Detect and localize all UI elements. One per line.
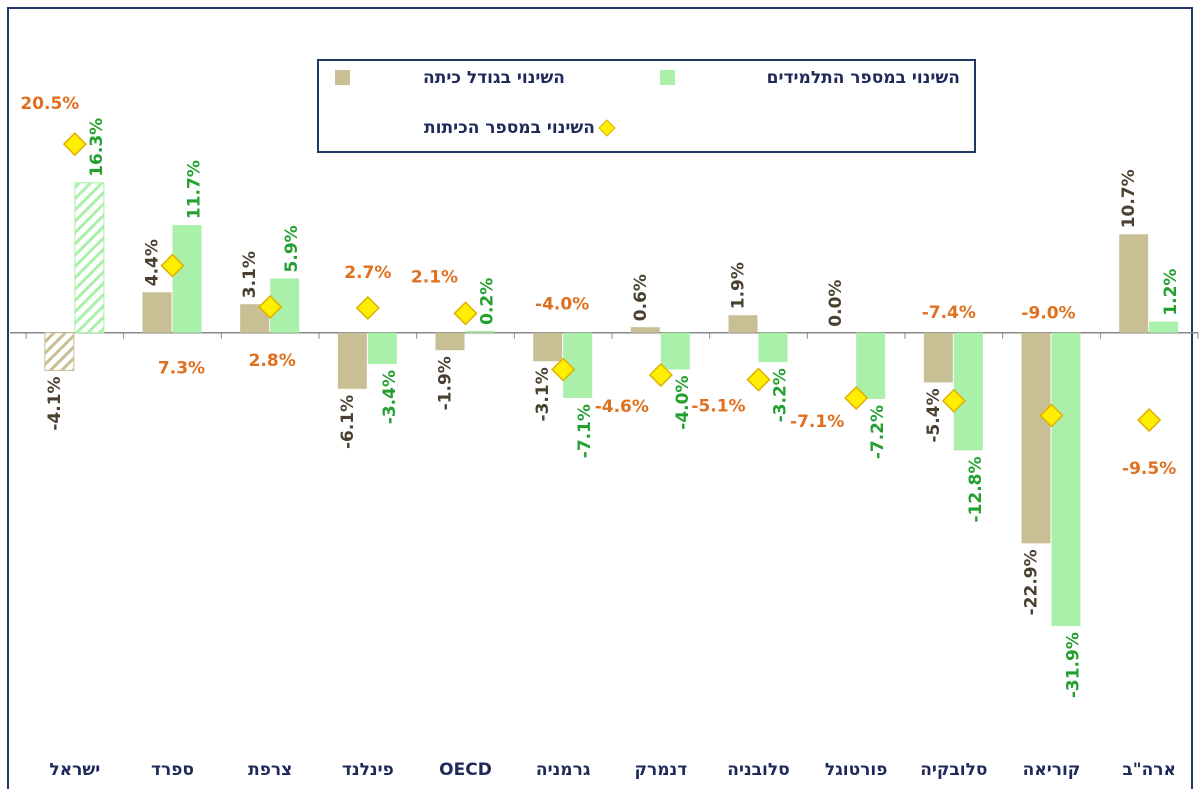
diamond-marker	[355, 295, 380, 320]
legend-label: השינוי במספר הכיתות	[424, 118, 595, 138]
data-label: -9.0%	[1021, 303, 1075, 323]
diamond-marker	[453, 301, 478, 326]
bar	[74, 182, 105, 334]
bar	[923, 332, 953, 383]
diamond-marker	[258, 294, 283, 320]
data-label: 1.2%	[1161, 269, 1181, 316]
data-label: -7.1%	[790, 412, 844, 432]
data-label: -4.6%	[595, 397, 649, 417]
bar	[44, 332, 75, 371]
bar	[1119, 234, 1149, 333]
bar	[435, 332, 465, 351]
diamond-marker	[551, 357, 576, 382]
diamond-marker	[1137, 408, 1162, 433]
x-tick-label: סלובניה	[727, 760, 789, 780]
data-label: -22.9%	[1022, 549, 1042, 615]
data-label: 2.1%	[411, 267, 458, 287]
data-label: -4.0%	[673, 376, 693, 430]
data-label: 0.2%	[478, 278, 498, 325]
legend-label: השינוי בגודל כיתה	[423, 68, 565, 88]
data-label: 4.4%	[143, 239, 163, 286]
bar	[856, 332, 886, 399]
data-label: -7.1%	[575, 404, 595, 458]
data-label: 0.0%	[826, 280, 846, 327]
x-tick-label: OECD	[439, 760, 492, 780]
data-label: -6.1%	[338, 395, 358, 449]
data-label: -5.4%	[924, 388, 944, 442]
legend-swatch	[335, 70, 350, 85]
data-label: -3.1%	[533, 367, 553, 421]
legend-swatch	[598, 119, 616, 137]
bar	[465, 330, 495, 333]
x-tick-label: ספרד	[151, 760, 194, 780]
data-label: 10.7%	[1119, 169, 1139, 228]
legend-swatch	[660, 70, 675, 85]
diamond-marker	[844, 385, 869, 411]
data-label: 16.3%	[87, 118, 107, 177]
data-label: -7.2%	[868, 405, 888, 459]
x-tick-label: ארה"ב	[1122, 760, 1176, 780]
data-label: 5.9%	[282, 225, 302, 272]
data-label: -3.4%	[380, 370, 400, 424]
bar	[1149, 321, 1179, 333]
bar	[630, 327, 660, 333]
bar	[337, 332, 367, 389]
data-label: -7.4%	[922, 303, 976, 323]
data-label: 11.7%	[185, 160, 205, 219]
bar	[533, 332, 563, 362]
data-label: -4.1%	[45, 376, 65, 430]
chart-border	[7, 7, 1193, 789]
x-tick-label: סלובקיה	[920, 760, 987, 780]
bar	[142, 292, 172, 333]
diamond-marker	[1039, 403, 1064, 428]
bar	[953, 332, 983, 451]
data-label: 20.5%	[20, 94, 79, 114]
data-label: 7.3%	[158, 359, 205, 379]
bar	[1051, 332, 1081, 627]
bar	[367, 332, 397, 364]
data-label: -31.9%	[1064, 632, 1084, 698]
legend-label: השינוי במספר התלמידים	[767, 68, 960, 88]
data-label: 3.1%	[240, 251, 260, 298]
data-label: -9.5%	[1122, 459, 1176, 479]
data-label: 0.6%	[631, 274, 651, 321]
data-label: 2.7%	[344, 263, 391, 283]
x-tick-label: קוריאה	[1023, 760, 1081, 780]
data-label: -12.8%	[966, 456, 986, 522]
bar	[758, 332, 788, 363]
data-label: -5.1%	[691, 397, 745, 417]
data-label: -1.9%	[436, 356, 456, 410]
x-tick-label: ישראל	[49, 760, 100, 780]
bar	[1021, 332, 1051, 544]
x-tick-label: פורטוגל	[825, 760, 888, 780]
diamond-marker	[941, 388, 966, 413]
diamond-marker	[648, 362, 673, 388]
bar	[660, 332, 690, 370]
bar	[728, 315, 758, 333]
x-tick-label: פינלנד	[342, 760, 394, 780]
diamond-marker	[746, 367, 771, 392]
x-tick-label: דנמרק	[634, 760, 687, 780]
diamond-marker	[160, 253, 185, 278]
legend-box	[317, 59, 976, 153]
data-label: -4.0%	[535, 295, 589, 315]
data-label: -3.2%	[771, 368, 791, 422]
x-tick-label: גרמניה	[536, 760, 591, 780]
diamond-marker	[62, 132, 87, 157]
x-tick-label: צרפת	[248, 760, 292, 780]
bar	[172, 225, 202, 333]
data-label: 1.9%	[729, 262, 749, 309]
data-label: 2.8%	[249, 351, 296, 371]
